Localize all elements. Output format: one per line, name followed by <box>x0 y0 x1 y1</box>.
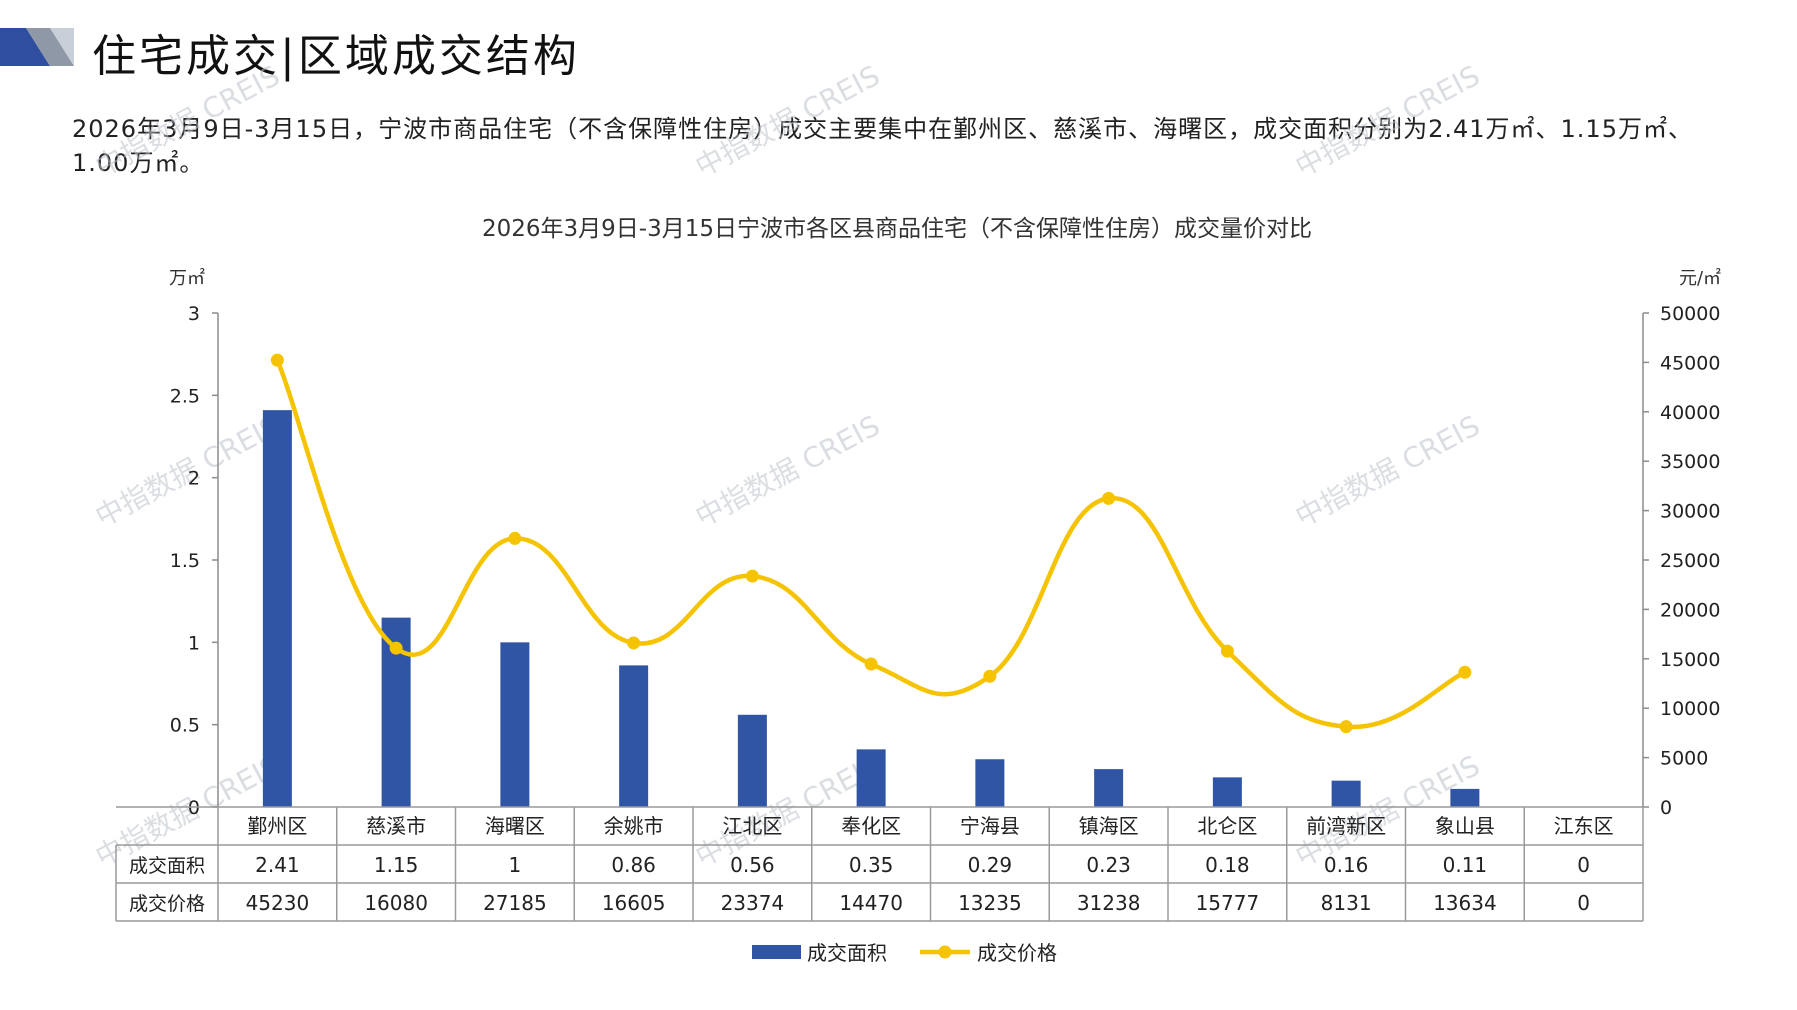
table-cell: 0.18 <box>1205 853 1250 877</box>
category-label: 江北区 <box>722 814 782 838</box>
legend-label: 成交面积 <box>807 941 887 965</box>
right-axis-tick-label: 50000 <box>1660 303 1720 325</box>
table-cell: 13634 <box>1433 891 1497 915</box>
page-title: 住宅成交|区域成交结构 <box>92 31 580 82</box>
line-point <box>983 669 997 683</box>
table-cell: 16605 <box>602 891 666 915</box>
line-成交价格 <box>275 359 1466 730</box>
line-point <box>1220 644 1234 658</box>
table-cell: 15777 <box>1196 891 1260 915</box>
table-cell: 0.16 <box>1324 853 1369 877</box>
table-cell: 0.11 <box>1443 853 1488 877</box>
bar-成交面积 <box>856 749 886 807</box>
table-cell: 2.41 <box>255 853 300 877</box>
brand-logo-icon <box>0 28 74 66</box>
line-point <box>508 531 522 545</box>
line-point <box>1339 720 1353 734</box>
chart-title: 2026年3月9日-3月15日宁波市各区县商品住宅（不含保障性住房）成交量价对比 <box>482 216 1312 242</box>
category-label: 江东区 <box>1554 814 1614 838</box>
right-axis-unit: 元/㎡ <box>1679 267 1721 289</box>
right-axis-tick-label: 35000 <box>1660 451 1720 473</box>
category-label: 慈溪市 <box>366 814 426 838</box>
table-cell: 14470 <box>839 891 903 915</box>
page-header: 住宅成交|区域成交结构 <box>0 22 900 82</box>
bar-成交面积 <box>1331 780 1361 807</box>
bar-成交面积 <box>619 665 649 807</box>
category-label: 奉化区 <box>841 814 901 838</box>
table-cell: 13235 <box>958 891 1022 915</box>
table-row-label: 成交面积 <box>129 855 205 877</box>
right-axis-tick-label: 20000 <box>1660 599 1720 621</box>
table-cell: 1.15 <box>374 853 419 877</box>
volume-price-chart: 2026年3月9日-3月15日宁波市各区县商品住宅（不含保障性住房）成交量价对比… <box>115 216 1721 965</box>
right-axis-tick-label: 0 <box>1660 797 1672 819</box>
bar-成交面积 <box>1212 777 1242 807</box>
bar-成交面积 <box>975 759 1005 807</box>
table-cell: 0.86 <box>611 853 656 877</box>
line-point <box>745 569 759 583</box>
bar-成交面积 <box>500 642 530 807</box>
table-cell: 0.56 <box>730 853 775 877</box>
category-label: 余姚市 <box>604 814 664 838</box>
category-label: 宁海县 <box>960 814 1020 838</box>
legend-label: 成交价格 <box>977 941 1057 965</box>
left-axis-tick-label: 2.5 <box>170 385 200 407</box>
right-axis-tick-label: 10000 <box>1660 698 1720 720</box>
line-point <box>627 636 641 650</box>
legend-bar-swatch <box>752 945 801 959</box>
table-cell: 0.29 <box>968 853 1013 877</box>
table-row-label: 成交价格 <box>129 893 205 915</box>
left-axis-unit: 万㎡ <box>169 267 205 289</box>
right-axis-tick-label: 5000 <box>1660 748 1708 770</box>
left-axis-tick-label: 1 <box>188 632 200 654</box>
left-axis-tick-label: 0.5 <box>170 715 200 737</box>
left-axis-tick-label: 3 <box>188 303 200 325</box>
category-label: 海曙区 <box>485 814 545 838</box>
right-axis-tick-label: 30000 <box>1660 501 1720 523</box>
table-cell: 0 <box>1577 891 1590 915</box>
left-axis-tick-label: 0 <box>188 797 200 819</box>
line-point <box>1458 665 1472 679</box>
category-label: 镇海区 <box>1079 814 1139 838</box>
bar-成交面积 <box>1450 788 1480 807</box>
table-cell: 23374 <box>721 891 785 915</box>
category-label: 前湾新区 <box>1306 814 1386 838</box>
table-cell: 0.23 <box>1086 853 1131 877</box>
bar-成交面积 <box>737 714 767 807</box>
line-point <box>389 641 403 655</box>
right-axis-tick-label: 40000 <box>1660 402 1720 424</box>
table-cell: 1 <box>509 853 522 877</box>
line-point <box>1102 491 1116 505</box>
bar-成交面积 <box>262 410 292 807</box>
line-point <box>270 353 284 367</box>
bar-成交面积 <box>1094 769 1124 807</box>
table-cell: 0.35 <box>849 853 894 877</box>
table-cell: 31238 <box>1077 891 1141 915</box>
table-cell: 16080 <box>364 891 428 915</box>
line-point <box>864 657 878 671</box>
table-cell: 8131 <box>1321 891 1372 915</box>
right-axis-tick-label: 25000 <box>1660 550 1720 572</box>
table-cell: 0 <box>1577 853 1590 877</box>
left-axis-tick-label: 1.5 <box>170 550 200 572</box>
legend-line-marker <box>938 945 952 959</box>
summary-text: 2026年3月9日-3月15日，宁波市商品住宅（不含保障性住房）成交主要集中在鄞… <box>72 115 1693 177</box>
table-cell: 45230 <box>246 891 310 915</box>
right-axis-tick-label: 45000 <box>1660 352 1720 374</box>
right-axis-tick-label: 15000 <box>1660 649 1720 671</box>
left-axis-tick-label: 2 <box>188 468 200 490</box>
category-label: 北仑区 <box>1197 814 1257 838</box>
category-label: 象山县 <box>1435 814 1495 838</box>
category-label: 鄞州区 <box>247 814 307 838</box>
table-cell: 27185 <box>483 891 547 915</box>
